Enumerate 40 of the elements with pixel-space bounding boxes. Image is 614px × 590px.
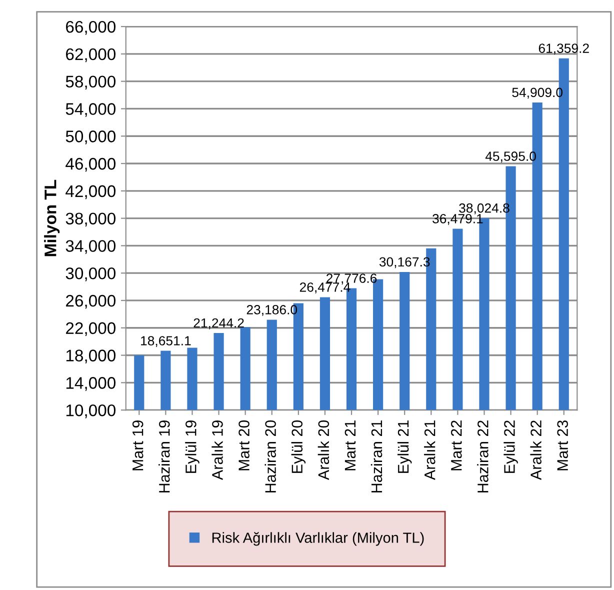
x-tick-label: Mart 20	[238, 420, 250, 470]
y-tick-label: 10,000	[66, 404, 116, 418]
data-label: 36,479.1	[432, 214, 483, 225]
data-label: 26,477.4	[300, 282, 350, 294]
y-tick-label: 66,000	[66, 20, 116, 35]
x-tick-label: Mart 22	[450, 420, 462, 470]
data-label: 18,651.1	[141, 336, 191, 347]
x-tick-label: Eylül 20	[291, 420, 306, 473]
x-tick-label: Mart 21	[344, 420, 356, 470]
x-tick-label: Eylül 21	[397, 420, 412, 473]
x-tick-label: Aralık 21	[424, 420, 436, 480]
y-tick-label: 26,000	[66, 294, 116, 309]
y-tick-label: 14,000	[66, 377, 116, 391]
y-tick-label: 30,000	[66, 267, 116, 282]
x-tick-label: Mart 23	[557, 420, 568, 470]
x-tick-label: Haziran 21	[370, 420, 382, 492]
x-tick-label: Mart 19	[132, 420, 144, 470]
y-tick-label: 62,000	[66, 48, 116, 62]
y-tick-label: 18,000	[66, 350, 116, 364]
data-label: 27,776.6	[326, 274, 377, 284]
y-tick-label: 34,000	[66, 240, 116, 254]
y-tick-label: 38,000	[66, 212, 116, 226]
x-tick-label: Aralık 22	[530, 420, 542, 480]
x-tick-label: Eylül 19	[185, 420, 200, 473]
y-tick-label: 50,000	[66, 130, 116, 144]
x-tick-label: Eylül 22	[504, 420, 518, 473]
legend-label: Risk Ağırlıklı Varlıklar (Milyon TL)	[212, 532, 424, 546]
x-tick-label: Haziran 22	[477, 420, 488, 492]
data-label: 21,244.2	[194, 318, 244, 330]
x-tick-label: Aralık 20	[318, 420, 330, 480]
y-tick-label: 58,000	[66, 76, 116, 90]
y-tick-label: 54,000	[66, 103, 116, 117]
y-tick-label: 46,000	[66, 158, 116, 172]
y-tick-label: 22,000	[66, 322, 116, 336]
x-tick-label: Aralık 19	[212, 420, 223, 480]
x-tick-label: Haziran 19	[158, 420, 170, 492]
y-axis-title: Milyon TL	[44, 180, 60, 256]
y-tick-label: 42,000	[66, 185, 116, 200]
data-label: 61,359.2	[538, 44, 589, 55]
x-tick-label: Haziran 20	[264, 420, 276, 492]
